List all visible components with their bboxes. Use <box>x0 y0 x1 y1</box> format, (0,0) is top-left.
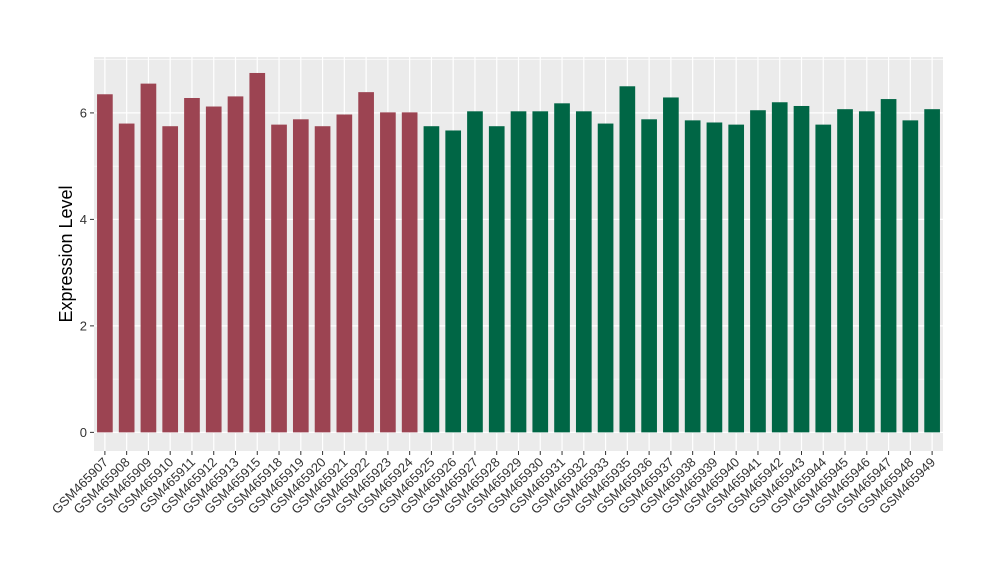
y-tick-label: 2 <box>80 318 87 333</box>
bar-GSM465948 <box>902 120 919 433</box>
bar-GSM465924 <box>401 112 418 433</box>
bar-GSM465928 <box>488 126 505 433</box>
y-tick-label: 0 <box>80 425 87 440</box>
y-tick-label: 6 <box>80 105 87 120</box>
bar-GSM465923 <box>380 112 396 433</box>
bar-GSM465930 <box>532 111 549 433</box>
bar-GSM465911 <box>184 97 200 433</box>
bar-GSM465944 <box>815 124 832 433</box>
bar-GSM465935 <box>619 86 636 433</box>
y-tick-label: 4 <box>80 212 87 227</box>
bar-GSM465936 <box>641 119 657 433</box>
x-axis: GSM465907GSM465908GSM465909GSM465910GSM4… <box>49 451 938 517</box>
bar-GSM465939 <box>706 122 723 433</box>
y-axis: 0 2 4 6 <box>80 105 94 440</box>
bar-GSM465943 <box>793 105 810 433</box>
bar-GSM465909 <box>140 83 157 433</box>
bar-GSM465910 <box>162 126 179 433</box>
bar-GSM465938 <box>684 120 701 433</box>
bar-GSM465908 <box>118 123 135 433</box>
bar-GSM465927 <box>467 111 483 433</box>
bar-GSM465912 <box>205 106 222 433</box>
bar-GSM465941 <box>750 110 766 433</box>
bar-GSM465942 <box>771 102 788 433</box>
bar-GSM465918 <box>271 124 287 433</box>
bar-GSM465915 <box>249 72 266 433</box>
bar-GSM465913 <box>227 96 244 433</box>
bar-GSM465937 <box>663 97 679 433</box>
bar-GSM465931 <box>554 103 570 433</box>
bar-GSM465945 <box>837 109 853 433</box>
bar-GSM465922 <box>358 92 374 433</box>
bar-GSM465926 <box>445 130 462 433</box>
bar-GSM465949 <box>924 109 940 433</box>
bars <box>97 72 940 433</box>
bar-GSM465907 <box>97 94 113 433</box>
y-axis-title: Expression Level <box>56 185 76 322</box>
bar-GSM465919 <box>292 119 309 433</box>
bar-GSM465947 <box>880 99 897 433</box>
bar-GSM465925 <box>423 126 440 433</box>
bar-GSM465940 <box>728 124 745 433</box>
bar-GSM465932 <box>575 111 592 433</box>
bar-GSM465929 <box>510 111 527 433</box>
bar-GSM465921 <box>336 114 353 433</box>
bar-GSM465920 <box>314 126 331 433</box>
bar-GSM465933 <box>597 123 614 433</box>
bar-GSM465946 <box>858 111 875 433</box>
